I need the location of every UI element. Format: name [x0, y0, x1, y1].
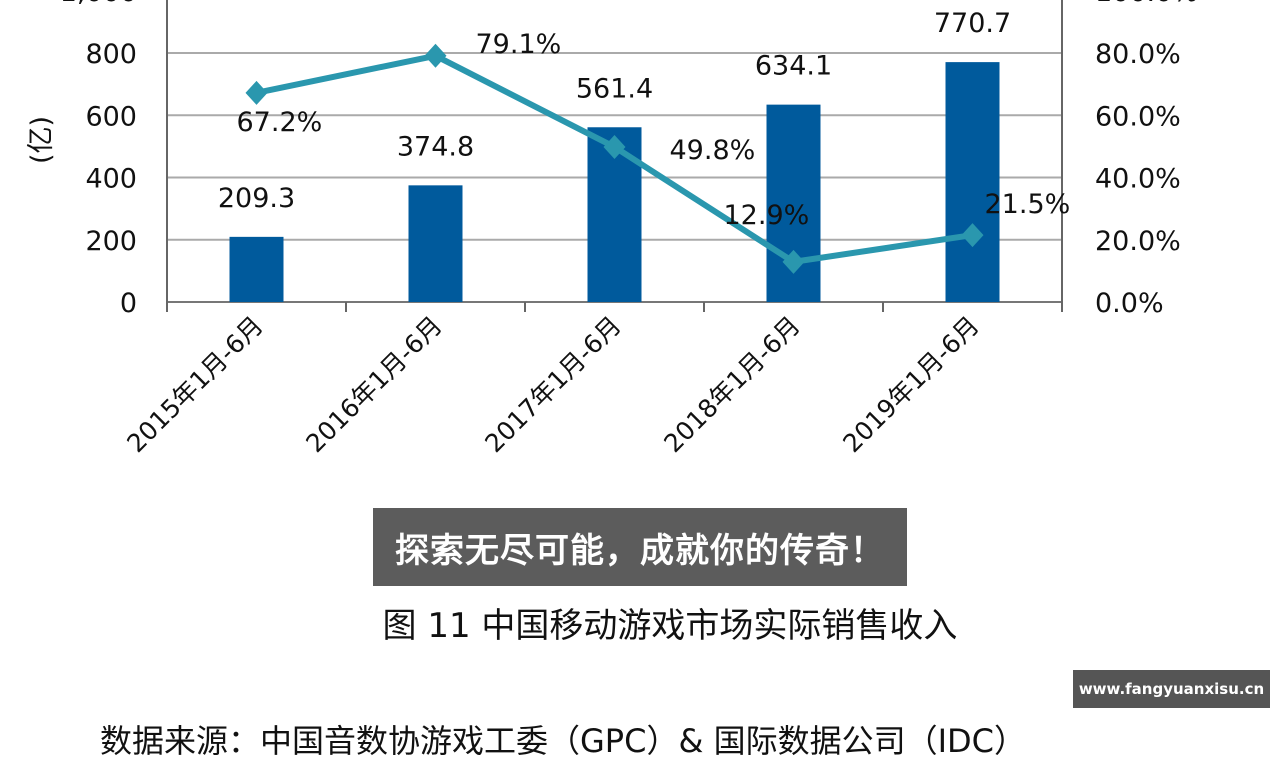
y2-tick-label: 60.0% [1095, 101, 1181, 132]
y2-tick-label: 100.0% [1095, 0, 1198, 8]
bar-data-label: 209.3 [218, 183, 295, 214]
line-data-label: 49.8% [670, 135, 756, 166]
promo-banner: 探索无尽可能，成就你的传奇！ [373, 508, 907, 586]
y-tick-label: 800 [85, 39, 137, 70]
line-data-label: 21.5% [985, 189, 1071, 220]
line-marker [245, 80, 268, 105]
x-tick-label: 2016年1月-6月 [300, 311, 447, 458]
y-axis-label: (亿) [26, 116, 57, 164]
y2-tick-label: 40.0% [1095, 164, 1181, 195]
y-tick-label: 1,000 [60, 0, 137, 8]
line-marker [961, 223, 984, 248]
bar [229, 236, 284, 302]
bar [408, 185, 463, 302]
x-tick-label: 2018年1月-6月 [658, 311, 805, 458]
y2-tick-label: 80.0% [1095, 39, 1181, 70]
y-tick-label: 0 [120, 288, 137, 319]
line-data-label: 67.2% [237, 107, 323, 138]
x-tick-label: 2015年1月-6月 [121, 311, 268, 458]
x-tick-label: 2019年1月-6月 [837, 311, 984, 458]
bar [945, 62, 1000, 302]
y-tick-label: 400 [85, 164, 137, 195]
data-source: 数据来源：中国音数协游戏工委（GPC）& 国际数据公司（IDC） [100, 722, 1026, 760]
y-tick-label: 600 [85, 101, 137, 132]
line-marker [782, 249, 805, 274]
bar-data-label: 374.8 [397, 131, 474, 162]
y2-tick-label: 0.0% [1095, 288, 1164, 319]
bar-data-label: 561.4 [576, 73, 653, 104]
bar-data-label: 770.7 [934, 8, 1011, 39]
line-marker [424, 43, 447, 68]
y-tick-label: 200 [85, 226, 137, 257]
chart-title: 图 11 中国移动游戏市场实际销售收入 [382, 606, 958, 646]
y2-tick-label: 20.0% [1095, 226, 1181, 257]
line-marker [603, 134, 626, 159]
bar-data-label: 634.1 [755, 51, 832, 82]
chart: 0 0.0% 200 20.0% 400 40.0% 600 60.0% 800 80.0% 1,0… [26, 0, 1198, 458]
x-tick-label: 2017年1月-6月 [479, 311, 626, 458]
line-data-label: 12.9% [724, 200, 810, 231]
site-watermark[interactable]: www.fangyuanxisu.cn [1073, 670, 1270, 708]
line-data-label: 79.1% [476, 29, 562, 60]
